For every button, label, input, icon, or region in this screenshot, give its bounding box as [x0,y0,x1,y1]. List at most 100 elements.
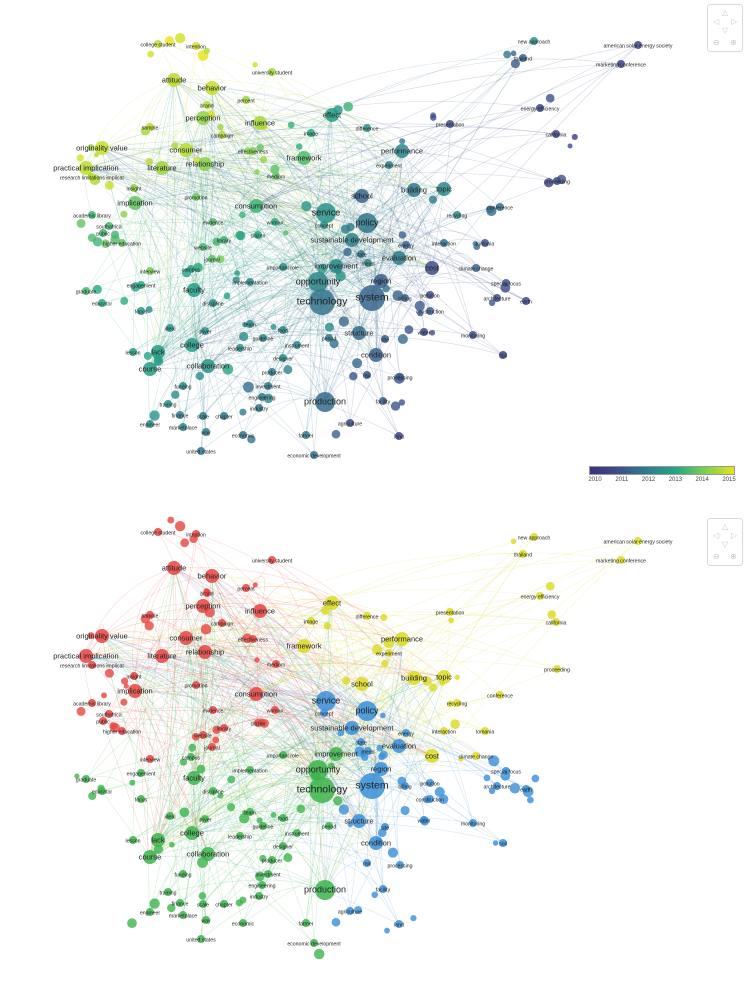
label-topic[interactable]: topic [436,673,452,682]
label-woman[interactable]: woman [267,709,284,715]
node-proceeding[interactable] [553,665,561,673]
node-website[interactable] [199,243,207,251]
label-focus[interactable]: focus [135,798,148,804]
arrow-left-icon[interactable]: ◁ [713,17,720,26]
label-service[interactable]: service [312,696,341,706]
node-behavior[interactable] [205,81,219,95]
label-designer[interactable]: designer [273,357,293,363]
label-implication[interactable]: implication [117,687,152,696]
label-website[interactable]: website [194,246,212,252]
label-marketing-conference[interactable]: marketing conference [596,63,646,69]
label-sample[interactable]: sample [142,126,159,132]
node-journal[interactable] [208,743,216,751]
label-college-student[interactable]: college student [141,531,176,537]
label-experiment[interactable]: experiment [376,164,402,170]
node-faculty[interactable] [187,771,201,785]
node-chapter[interactable] [220,412,228,420]
label-lesson[interactable]: lesson [126,839,141,845]
node-effectiveness[interactable] [249,635,257,643]
label-farmer[interactable]: farmer [299,922,314,928]
label-period[interactable]: period [322,337,337,343]
label-pollution[interactable]: pollution [420,294,439,300]
node-mean[interactable] [364,259,372,267]
node-farmer[interactable] [302,431,310,439]
label-implementation[interactable]: implementation [232,281,267,287]
node-school[interactable] [355,189,369,203]
label-campus[interactable]: campus [182,756,201,762]
label-research-limitations-implicat[interactable]: research limitations implicat [60,176,124,182]
node-influence[interactable] [253,604,267,618]
node-southafrica[interactable] [105,222,113,230]
node-technology[interactable] [309,777,335,803]
label-risk[interactable]: risk [363,374,371,380]
node-evidence[interactable] [209,218,217,226]
label-evaluation[interactable]: evaluation [382,742,416,751]
label-academic-library[interactable]: academic library [73,702,111,708]
node-behavior[interactable] [205,569,219,583]
node-school[interactable] [355,677,369,691]
node-concept[interactable] [320,709,328,717]
node-training[interactable] [164,400,172,408]
label-campus[interactable]: campus [182,268,201,274]
label-presentation[interactable]: presentation [436,611,465,617]
node-monitoring[interactable] [469,331,477,339]
label-insight[interactable]: insight [127,675,143,681]
label-risk[interactable]: risk [363,862,371,868]
label-guideline[interactable]: guideline [253,825,274,831]
node-scale[interactable] [199,412,207,420]
node-lesson[interactable] [129,836,137,844]
label-important-role[interactable]: important role [267,754,299,760]
label-recycling[interactable]: recycling [447,214,468,220]
node-sustainable-development[interactable] [345,721,359,735]
node-discipline[interactable] [209,299,217,307]
node-driver[interactable] [201,815,209,823]
label-special-focus[interactable]: special focus [491,282,521,288]
label-condition[interactable]: condition [361,351,391,360]
node-woman[interactable] [271,218,279,226]
node-finance[interactable] [176,899,184,907]
node-special-focus[interactable] [502,279,510,287]
label-processing[interactable]: processing [387,864,412,870]
node-image[interactable] [307,617,315,625]
label-medium[interactable]: medium [267,175,285,181]
node-effect[interactable] [325,108,339,122]
label-ideal[interactable]: ideal [165,815,176,821]
node-california[interactable] [552,130,560,138]
node-interaction[interactable] [440,239,448,247]
node-interaction[interactable] [440,727,448,735]
node-university-student[interactable] [268,556,276,564]
label-consumer[interactable]: consumer [170,634,203,643]
label-system[interactable]: system [355,780,389,792]
label-scale[interactable]: scale [197,903,209,909]
label-cost[interactable]: cost [425,264,440,273]
node-presentation[interactable] [446,120,454,128]
label-system[interactable]: system [355,292,389,304]
label-southafrica[interactable]: southafrica [96,713,121,719]
node-united-states[interactable] [197,447,205,455]
node-interview[interactable] [146,755,154,763]
label-effect[interactable]: effect [323,111,342,120]
node-evaluation[interactable] [392,739,406,753]
node-campaign[interactable] [218,619,226,627]
label-faculty[interactable]: faculty [183,774,205,783]
arrow-right-icon[interactable]: ▷ [731,531,738,540]
node-practical-implication[interactable] [79,649,93,663]
arrow-down-icon[interactable]: ▽ [722,540,729,549]
node-engagement[interactable] [137,769,145,777]
label-journal[interactable]: journal [203,746,220,752]
node-library[interactable] [220,724,228,732]
node-sustainable-development[interactable] [345,233,359,247]
label-course[interactable]: course [139,853,162,862]
node-college[interactable] [185,826,199,840]
label-production[interactable]: production [304,885,346,895]
label-ideal[interactable]: ideal [165,327,176,333]
node-economic[interactable] [239,919,247,927]
node-region[interactable] [374,762,388,776]
node-period[interactable] [325,822,333,830]
label-energy[interactable]: energy [398,732,414,738]
label-evidence[interactable]: evidence [203,709,224,715]
node-finance[interactable] [176,411,184,419]
label-finance[interactable]: finance [172,414,189,420]
label-course[interactable]: course [139,365,162,374]
node-faculty[interactable] [187,283,201,297]
